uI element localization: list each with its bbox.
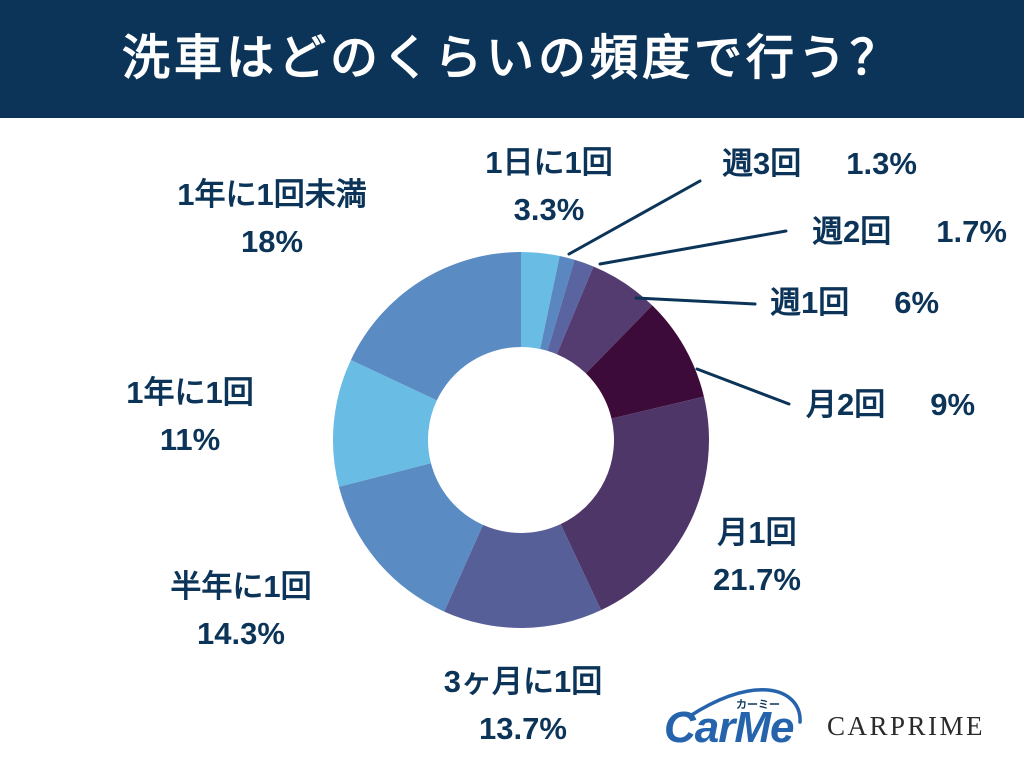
label-weekly-2-value: 1.7% bbox=[936, 214, 1007, 249]
label-monthly-2-category: 月2回 bbox=[806, 387, 886, 422]
leader-line-monthly-2 bbox=[695, 367, 791, 406]
label-weekly-1: 週1回 6% bbox=[770, 279, 939, 326]
carme-roof-curve bbox=[688, 688, 802, 724]
donut-slice-1 bbox=[521, 252, 560, 349]
label-every-3-months: 3ヶ月に1回 13.7% bbox=[403, 658, 643, 752]
label-weekly-2: 週2回 1.7% bbox=[812, 208, 1007, 255]
label-daily-value: 3.3% bbox=[513, 192, 585, 227]
leader-line-weekly-2 bbox=[598, 229, 788, 266]
donut-slice-8 bbox=[338, 463, 483, 612]
carprime-logo: CARPRIME bbox=[827, 711, 986, 741]
label-monthly-1-category: 月1回 bbox=[717, 515, 797, 550]
donut-slice-6 bbox=[560, 396, 709, 611]
label-less-than-yearly-category: 1年に1回未満 bbox=[177, 177, 367, 212]
title-banner: 洗車はどのくらいの頻度で行う？ bbox=[0, 0, 1024, 118]
label-every-3-months-value: 13.7% bbox=[479, 711, 567, 746]
label-weekly-1-value: 6% bbox=[894, 285, 940, 320]
label-weekly-3-value: 1.3% bbox=[846, 146, 917, 181]
donut-slice-4 bbox=[556, 266, 653, 374]
label-weekly-3-category: 週3回 bbox=[722, 146, 802, 181]
donut-slice-7 bbox=[444, 524, 602, 628]
carme-logo: CarMe bbox=[664, 703, 794, 752]
label-weekly-3: 週3回 1.3% bbox=[722, 140, 917, 187]
label-daily-category: 1日に1回 bbox=[485, 145, 613, 180]
label-weekly-2-category: 週2回 bbox=[812, 214, 892, 249]
label-yearly: 1年に1回 11% bbox=[70, 369, 310, 463]
label-every-3-months-category: 3ヶ月に1回 bbox=[443, 664, 603, 699]
label-yearly-value: 11% bbox=[159, 422, 221, 457]
label-monthly-1: 月1回 21.7% bbox=[637, 509, 877, 603]
leader-line-weekly-1 bbox=[634, 296, 757, 306]
leader-line-weekly-3 bbox=[567, 179, 702, 256]
carme-logo-kana: カーミー bbox=[736, 699, 780, 711]
leader-lines bbox=[567, 179, 791, 406]
label-every-half-year-value: 14.3% bbox=[197, 616, 285, 651]
label-less-than-yearly: 1年に1回未満 18% bbox=[152, 171, 392, 265]
donut-slices bbox=[333, 252, 709, 628]
label-monthly-1-value: 21.7% bbox=[713, 562, 801, 597]
donut-slice-9 bbox=[333, 359, 437, 487]
donut-slice-10 bbox=[350, 252, 521, 401]
label-every-half-year-category: 半年に1回 bbox=[170, 569, 312, 604]
donut-slice-5 bbox=[585, 305, 704, 419]
donut-slice-3 bbox=[547, 259, 594, 355]
label-every-half-year: 半年に1回 14.3% bbox=[121, 563, 361, 657]
donut-slice-2 bbox=[540, 256, 575, 351]
label-less-than-yearly-value: 18% bbox=[240, 224, 304, 259]
label-daily: 1日に1回 3.3% bbox=[429, 139, 669, 233]
label-monthly-2-value: 9% bbox=[930, 387, 976, 422]
label-yearly-category: 1年に1回 bbox=[126, 375, 254, 410]
label-weekly-1-category: 週1回 bbox=[770, 285, 850, 320]
label-monthly-2: 月2回 9% bbox=[806, 381, 975, 428]
chart-title: 洗車はどのくらいの頻度で行う？ bbox=[121, 32, 902, 85]
